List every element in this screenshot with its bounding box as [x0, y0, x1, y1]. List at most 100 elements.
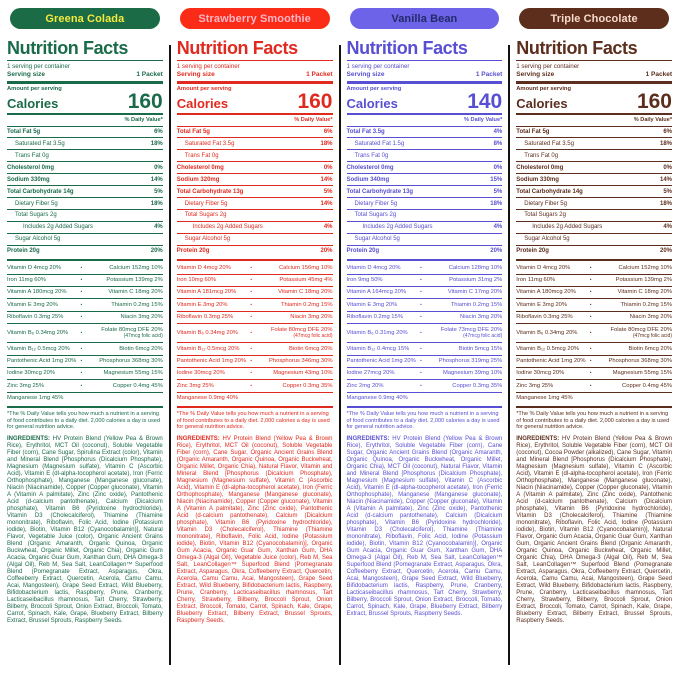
nutrient-row: Total Carbohydrate 14g 5%: [7, 186, 163, 199]
vitamin-right-cell: Niacin 3mg 20%: [85, 314, 163, 321]
ingredients-label: INGREDIENTS:: [346, 435, 390, 442]
vitamin-right-value: Biotin 5mcg 15%: [458, 345, 503, 352]
vitamin-right-cell: Phosphorus 368mg 30%: [85, 358, 163, 365]
nutrient-daily-value: 0%: [323, 164, 333, 171]
vitamin-right-value: Niacin 3mg 20%: [460, 314, 503, 321]
vitamin-right-cell: Vitamin C 17mg 20%: [425, 289, 502, 296]
dot-separator: •: [250, 289, 252, 295]
nutrient-label: Includes 2g Added Sugars: [192, 224, 263, 231]
nutrient-row: Total Fat 3.5g 4%: [346, 127, 503, 139]
nutrient-label: Sodium 340mg: [346, 176, 390, 183]
rule: [176, 60, 333, 61]
vitamin-right-value: Biotin 6mcg 20%: [119, 345, 163, 352]
vitamin-right-cell: Phosphorus 319mg 25%: [425, 357, 503, 365]
nutrient-daily-value: 4%: [154, 224, 163, 231]
nutrient-row: Trans Fat 0g: [346, 150, 503, 163]
vitamin-right-value: Niacin 3mg 20%: [120, 314, 163, 321]
nutrient-row: Trans Fat 0g: [516, 150, 672, 163]
vitamin-right-value: Potassium 31mg 2%: [449, 277, 503, 284]
nutrition-facts-title: Nutrition Facts: [7, 38, 129, 58]
vitamin-right-value: Copper 0.3mg 35%: [282, 382, 333, 389]
nutrient-label: Trans Fat 0g: [15, 152, 49, 159]
thick-rule: [346, 112, 503, 115]
vitamin-right-cell: Folate 80mcg DFE 20% (47mcg folic acid): [85, 327, 163, 340]
vitamin-right-value: Calcium 152mg 10%: [109, 264, 163, 271]
vitamin-right-cell: Thiamin 0.2mg 15%: [595, 302, 672, 309]
nutrient-label: Cholesterol 0mg: [346, 164, 394, 171]
servings-per-container: 1 serving per container: [7, 63, 70, 70]
vitamin-left-value: Iron 11mg 60%: [516, 277, 556, 284]
ingredients-paragraph: INGREDIENTS: HV Protein Blend (Yellow Pe…: [516, 436, 672, 625]
flavor-name: Strawberry Smoothie: [198, 12, 311, 25]
daily-value-header: % Daily Value*: [346, 116, 503, 127]
serving-size-row: Serving size 1 Packet: [177, 71, 333, 79]
dot-separator: •: [80, 382, 83, 388]
vitamin-row: Iodine 30mcg 20% • Magnesium 55mg 15%: [516, 368, 672, 381]
dot-separator: •: [589, 314, 592, 320]
dot-separator: •: [589, 382, 592, 388]
dot-separator: •: [80, 277, 83, 283]
vitamin-right-value: Phosphorus 319mg 25%: [438, 357, 503, 364]
thick-rule: [176, 406, 333, 409]
nutrient-row: Sodium 330mg 14%: [7, 174, 163, 187]
ingredients-label: INGREDIENTS:: [7, 435, 51, 442]
serving-size-value: 1 Packet: [136, 70, 163, 78]
nutrient-daily-value: 18%: [490, 200, 503, 207]
nutrient-row: Includes 2g Added Sugars 4%: [346, 222, 503, 235]
nutrient-row: Saturated Fat 1.5g 8%: [346, 138, 503, 151]
nutrient-daily-value: 18%: [150, 140, 163, 147]
nutrient-label: Total Sugars 2g: [354, 212, 397, 219]
vitamin-right-cell: Biotin 6mcg 20%: [85, 345, 163, 353]
nutrient-label: Sugar Alcohol 5g: [15, 236, 61, 243]
vitamin-left-value: Vitamin B₆ 0.31mg 20%: [346, 329, 408, 336]
vitamin-left-value: Vitamin B₁₂ 0.5mcg 20%: [516, 345, 579, 352]
vitamin-right-value: Niacin 3mg 20%: [290, 314, 333, 321]
nutrients-table: Total Fat 5g 6% Saturated Fat 3.5g 18% T…: [176, 127, 333, 258]
calories-value: 140: [467, 89, 503, 113]
vitamin-left-value: Vitamin B₁₂ 0.5mcg 20%: [176, 345, 240, 352]
nutrient-row: Total Carbohydrate 13g 5%: [176, 186, 333, 199]
nutrient-daily-value: 14%: [150, 176, 163, 183]
ingredients-paragraph: INGREDIENTS: HV Protein Blend (Yellow Pe…: [177, 436, 333, 625]
vitamin-right-value: Potassium 45mg 4%: [279, 277, 333, 284]
nutrient-daily-value: 0%: [663, 164, 672, 171]
daily-value-header: % Daily Value*: [176, 116, 333, 127]
nutrient-row: Protein 20g 20%: [7, 246, 163, 257]
vitamin-right-value: Biotin 6mcg 20%: [628, 345, 673, 352]
vitamin-right-value: Thiamin 0.2mg 15%: [450, 301, 503, 308]
dot-separator: •: [589, 277, 592, 283]
nutrient-daily-value: 4%: [323, 224, 333, 231]
nutrient-row: Total Sugars 2g: [7, 210, 163, 223]
vitamin-right-cell: Niacin 3mg 20%: [255, 314, 332, 321]
vitamin-right-value: Magnesium 39mg 10%: [442, 370, 503, 377]
vitamin-row: Vitamin B₆ 0.34mg 20% • Folate 80mcg DFE…: [7, 324, 163, 344]
dot-separator: •: [250, 382, 252, 388]
nutrient-row: Protein 20g 20%: [347, 246, 503, 257]
vitamin-row: Vitamin D 4mcg 20% • Calcium 128mg 10%: [346, 262, 503, 275]
nutrient-label: Protein 20g: [516, 248, 549, 255]
vitamin-row: Vitamin B₆ 0.34mg 20% • Folate 80mcg DFE…: [176, 324, 333, 344]
vitamin-right-cell: Potassium 45mg 4%: [255, 277, 332, 284]
vitamin-right-value: Copper 0.4mg 45%: [622, 382, 672, 389]
ingredients-text: HV Protein Blend (Yellow Pea & Brown Ric…: [7, 435, 163, 624]
vitamin-row: Iodine 27mcg 20% • Magnesium 39mg 10%: [346, 368, 503, 381]
vitamin-left-value: Zinc 3mg 25%: [176, 382, 214, 389]
nutrient-daily-value: 5%: [493, 188, 503, 195]
vitamin-right-value: Thiamin 0.2mg 15%: [111, 301, 163, 308]
serving-size-row: Serving size 1 Packet: [7, 71, 163, 79]
serving-size-label: Serving size: [516, 70, 555, 78]
vitamin-right-value: Calcium 128mg 10%: [448, 264, 503, 271]
vitamin-left-value: Iron 9mg 50%: [346, 277, 383, 284]
vitamin-right-subnote: (47mcg folic acid): [293, 333, 333, 340]
vitamin-left-value: Vitamin B₆ 0.34mg 20%: [7, 329, 69, 336]
serving-size-value: 1 Packet: [645, 70, 672, 78]
vitamin-row: Iron 11mg 60% • Potassium 139mg 2%: [516, 275, 672, 288]
flavor-name: Greena Colada: [45, 12, 125, 25]
vitamin-right-value: Calcium 156mg 10%: [279, 264, 333, 271]
nutrient-row: Sodium 320mg 14%: [176, 174, 333, 187]
vitamin-left-value: Vitamin D 4mcg 20%: [516, 264, 571, 271]
vitamin-row: Vitamin A 180mcg 20% • Vitamin C 18mg 20…: [516, 287, 672, 300]
nutrient-label: Total Carbohydrate 13g: [346, 188, 414, 195]
thick-rule: [346, 406, 503, 409]
